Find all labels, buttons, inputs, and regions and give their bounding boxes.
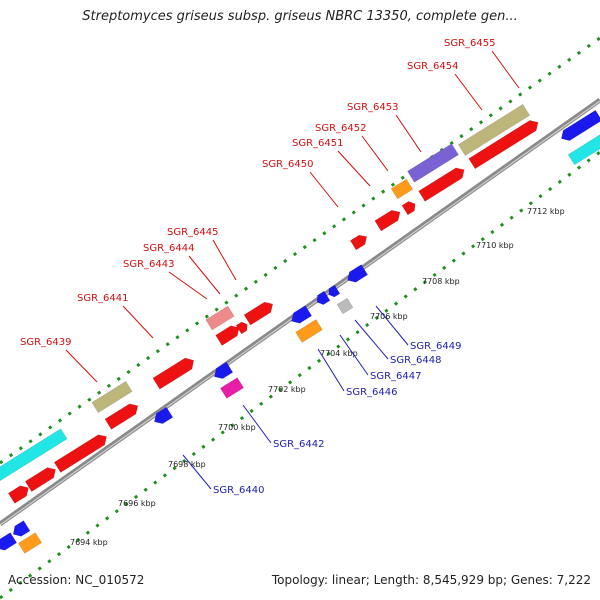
gene-leader-line: [361, 135, 389, 172]
scale-tick-label: 7694 kbp: [70, 538, 108, 547]
gene-leader-line: [491, 50, 520, 89]
gene-leader-line: [339, 334, 369, 376]
map-title: Streptomyces griseus subsp. griseus NBRC…: [82, 9, 518, 24]
gene-feature[interactable]: [235, 320, 250, 335]
gene-leader-line: [168, 271, 208, 300]
gene-feature[interactable]: [314, 290, 331, 307]
scale-tick-label: 7712 kbp: [527, 207, 565, 216]
scale-dot-lines: [0, 36, 600, 600]
scale-tick-label: 7700 kbp: [218, 423, 256, 432]
gene-feature[interactable]: [215, 323, 243, 346]
gene-leader-line: [182, 454, 212, 490]
gene-labels: SGR_6439 SGR_6441 SGR_6443 SGR_6444 SGR_6445…: [20, 38, 520, 496]
gene-label-reverse[interactable]: SGR_6449: [410, 341, 462, 352]
gene-label-forward[interactable]: SGR_6439: [20, 337, 72, 348]
gene-leader-line: [65, 349, 98, 383]
gene-feature[interactable]: [152, 355, 197, 390]
gene-label-reverse[interactable]: SGR_6447: [370, 371, 422, 382]
scale-tick-label: 7698 kbp: [168, 460, 206, 469]
gene-feature[interactable]: [0, 428, 68, 482]
gene-feature[interactable]: [468, 117, 542, 170]
gene-label-forward[interactable]: SGR_6451: [292, 138, 344, 149]
gene-label-forward[interactable]: SGR_6455: [444, 38, 496, 49]
scale-tick-label: 7696 kbp: [118, 499, 156, 508]
gene-leader-line: [188, 255, 221, 295]
gene-feature[interactable]: [17, 532, 43, 554]
gene-leader-line: [395, 114, 422, 153]
scale-tick-label: 7706 kbp: [370, 312, 408, 321]
gene-feature[interactable]: [349, 232, 369, 251]
gene-label-forward[interactable]: SGR_6454: [407, 61, 459, 72]
gene-feature[interactable]: [91, 380, 133, 414]
gene-leader-line: [122, 305, 154, 339]
gene-label-forward[interactable]: SGR_6444: [143, 243, 195, 254]
scale-tick-label: 7710 kbp: [476, 241, 514, 250]
gene-feature[interactable]: [205, 305, 235, 331]
scale-tick-label: 7702 kbp: [268, 385, 306, 394]
gene-feature[interactable]: [344, 264, 369, 286]
gene-feature[interactable]: [295, 319, 323, 343]
gene-feature[interactable]: [418, 165, 468, 202]
gene-label-forward[interactable]: SGR_6453: [347, 102, 399, 113]
gene-features: [0, 103, 600, 554]
scale-dot-line: [0, 36, 600, 465]
gene-feature[interactable]: [336, 297, 354, 315]
gene-leader-line: [242, 404, 272, 444]
gene-leader-line: [212, 239, 237, 281]
gene-feature[interactable]: [457, 103, 531, 157]
gene-leader-line: [354, 319, 389, 360]
gene-leader-line: [454, 73, 483, 111]
gene-label-reverse[interactable]: SGR_6446: [346, 387, 398, 398]
scale-tick-labels: 7694 kbp 7696 kbp 7698 kbp 7700 kbp 7702 kbp…: [70, 207, 565, 547]
gene-leader-line: [309, 171, 339, 208]
genome-summary-text: Topology: linear; Length: 8,545,929 bp; …: [271, 573, 591, 587]
scale-dot-line: [0, 150, 600, 600]
gene-label-reverse[interactable]: SGR_6442: [273, 439, 325, 450]
gene-feature[interactable]: [390, 178, 414, 200]
gene-feature[interactable]: [243, 299, 276, 326]
gene-label-forward[interactable]: SGR_6443: [123, 259, 175, 270]
accession-text: Accession: NC_010572: [8, 573, 145, 587]
gene-leader-line: [375, 305, 409, 346]
gene-feature[interactable]: [24, 464, 58, 492]
gene-leader-line: [317, 348, 345, 392]
gene-feature[interactable]: [211, 361, 234, 382]
gene-feature[interactable]: [288, 305, 313, 327]
gene-label-forward[interactable]: SGR_6445: [167, 227, 219, 238]
gene-feature[interactable]: [7, 483, 31, 504]
gene-feature[interactable]: [558, 109, 600, 143]
gene-label-reverse[interactable]: SGR_6448: [390, 355, 442, 366]
gene-leader-line: [337, 150, 371, 187]
scale-tick-label: 7704 kbp: [320, 349, 358, 358]
gene-feature[interactable]: [151, 406, 174, 427]
gene-feature[interactable]: [401, 199, 418, 216]
gene-feature[interactable]: [326, 284, 341, 299]
gene-label-forward[interactable]: SGR_6441: [77, 293, 129, 304]
scale-tick-label: 7708 kbp: [422, 277, 460, 286]
gene-feature[interactable]: [219, 377, 245, 399]
gene-feature[interactable]: [567, 130, 600, 166]
gene-label-reverse[interactable]: SGR_6440: [213, 485, 265, 496]
gene-feature[interactable]: [10, 520, 31, 540]
gene-feature[interactable]: [104, 401, 141, 430]
gene-feature[interactable]: [53, 432, 110, 473]
gene-label-forward[interactable]: SGR_6452: [315, 123, 367, 134]
gene-feature[interactable]: [0, 532, 18, 554]
gene-label-forward[interactable]: SGR_6450: [262, 159, 314, 170]
gene-feature[interactable]: [407, 143, 459, 183]
gene-feature[interactable]: [374, 207, 403, 232]
